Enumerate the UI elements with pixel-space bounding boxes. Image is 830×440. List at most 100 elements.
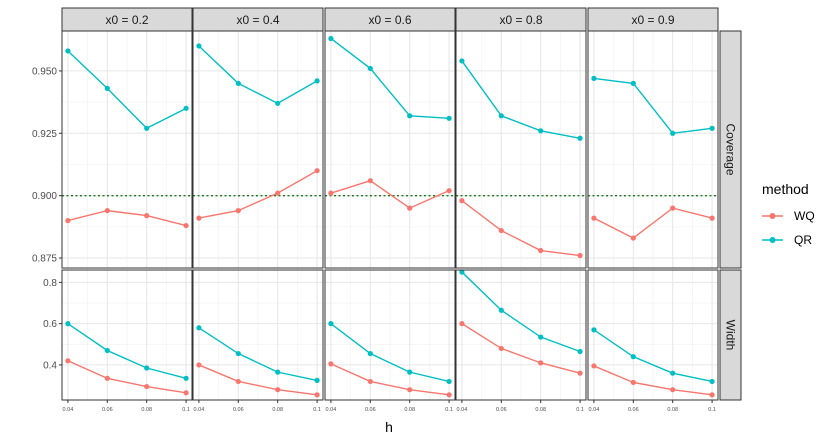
data-point-wq xyxy=(104,208,110,214)
series-line-wq xyxy=(330,363,450,396)
y-tick-label-width: 0.8 xyxy=(43,278,57,289)
y-tick-label-coverage: 0.925 xyxy=(32,129,57,140)
x-tick-label: 0.08 xyxy=(404,407,415,413)
legend-wq-dot xyxy=(769,213,776,219)
y-tick-label-coverage: 0.900 xyxy=(32,191,57,202)
series-line-qr xyxy=(330,37,450,120)
data-point-wq xyxy=(183,390,189,396)
series-line-qr xyxy=(67,50,187,130)
panel-border xyxy=(455,269,587,401)
data-point-qr xyxy=(538,334,544,340)
data-point-qr xyxy=(709,378,715,385)
column-strip-x0-0-4 xyxy=(192,7,324,32)
data-point-wq xyxy=(630,235,636,241)
series-line-wq xyxy=(198,170,318,219)
data-point-wq xyxy=(275,190,281,196)
panel-width-x0-0-2 xyxy=(61,269,193,401)
data-point-qr xyxy=(498,307,504,313)
data-point-qr xyxy=(459,269,465,275)
x-tick-label: 0.08 xyxy=(272,407,283,413)
x-tick-label: 0.1 xyxy=(576,407,584,413)
data-point-wq xyxy=(407,387,413,393)
data-point-qr xyxy=(630,354,636,360)
x-axes: 0.04 0.06 0.08 0.1 0.04 0.06 0.08 0.1 0.04 0.06 0.… xyxy=(63,400,716,413)
data-point-qr xyxy=(65,321,71,327)
series-line-qr xyxy=(67,323,187,380)
data-point-qr xyxy=(630,80,636,86)
row-strip-label-coverage: Coverage xyxy=(724,123,738,175)
series-line-wq xyxy=(198,364,318,396)
data-point-wq xyxy=(709,215,715,221)
legend-wq-label: WQ xyxy=(794,209,815,223)
series-line-wq xyxy=(461,200,581,257)
y-tick-label-coverage: 0.950 xyxy=(32,66,57,77)
data-point-wq xyxy=(144,213,150,219)
data-point-qr xyxy=(183,105,189,111)
data-point-wq xyxy=(367,178,373,184)
panel-border xyxy=(192,269,324,401)
data-point-wq xyxy=(65,218,71,224)
data-point-wq xyxy=(446,392,452,398)
data-point-wq xyxy=(65,358,71,364)
data-point-qr xyxy=(577,135,583,141)
data-point-qr xyxy=(328,321,334,327)
data-point-qr xyxy=(275,100,281,106)
data-point-qr xyxy=(65,48,71,54)
x-tick-label: 0.04 xyxy=(589,407,600,413)
data-point-wq xyxy=(314,168,320,174)
data-point-qr xyxy=(591,327,597,333)
panel-coverage-x0-0-2 xyxy=(61,30,193,269)
column-strip-label-x0-0-9: x0 = 0.9 xyxy=(631,13,674,27)
data-point-qr xyxy=(196,43,202,49)
x-tick-label: 0.08 xyxy=(535,407,546,413)
column-strip-x0-0-2 xyxy=(61,7,193,32)
column-strip-x0-0-6 xyxy=(324,7,456,32)
panel-coverage-x0-0-8 xyxy=(455,30,587,269)
data-point-wq xyxy=(235,208,241,214)
data-point-wq xyxy=(577,252,583,259)
panel-width-x0-0-6 xyxy=(324,269,456,401)
y-tick-label-width: 0.6 xyxy=(43,319,57,330)
data-point-wq xyxy=(630,379,636,386)
row-strip-coverage xyxy=(719,30,742,269)
y-tick-label-width: 0.4 xyxy=(43,360,57,371)
data-point-wq xyxy=(591,215,597,221)
data-point-wq xyxy=(446,188,452,194)
data-point-qr xyxy=(446,115,452,121)
data-point-qr xyxy=(709,125,715,131)
legend-title: method xyxy=(762,181,809,197)
data-point-qr xyxy=(367,65,373,72)
data-point-qr xyxy=(104,347,110,354)
data-point-qr xyxy=(196,325,202,331)
data-point-wq xyxy=(591,363,597,369)
data-point-wq xyxy=(196,215,202,221)
legend-qr-label: QR xyxy=(794,233,812,247)
data-point-qr xyxy=(235,350,241,357)
legend: method WQ QR xyxy=(762,181,815,247)
series-line-qr xyxy=(461,271,581,353)
data-point-wq xyxy=(459,321,465,327)
data-point-wq xyxy=(196,362,202,368)
x-tick-label: 0.1 xyxy=(445,407,453,413)
data-point-wq xyxy=(670,205,676,211)
x-tick-label: 0.1 xyxy=(182,407,190,413)
data-point-wq xyxy=(538,360,544,366)
data-point-qr xyxy=(459,58,465,64)
data-point-wq xyxy=(498,227,504,234)
row-strips: Coverage Width xyxy=(719,30,742,401)
data-point-wq xyxy=(498,345,504,352)
x-tick-label: 0.06 xyxy=(233,407,244,413)
legend-qr-dot xyxy=(769,237,776,243)
x-tick-label: 0.08 xyxy=(141,407,152,413)
data-point-qr xyxy=(275,369,281,375)
data-point-wq xyxy=(275,387,281,393)
panel-coverage-x0-0-4 xyxy=(192,30,324,269)
data-point-qr xyxy=(446,378,452,385)
column-strip-x0-0-8 xyxy=(455,7,587,32)
series-line-qr xyxy=(461,60,581,139)
panel-border xyxy=(587,269,719,401)
series-line-qr xyxy=(593,329,713,383)
panel-width-x0-0-9 xyxy=(587,269,719,401)
data-point-qr xyxy=(314,377,320,383)
